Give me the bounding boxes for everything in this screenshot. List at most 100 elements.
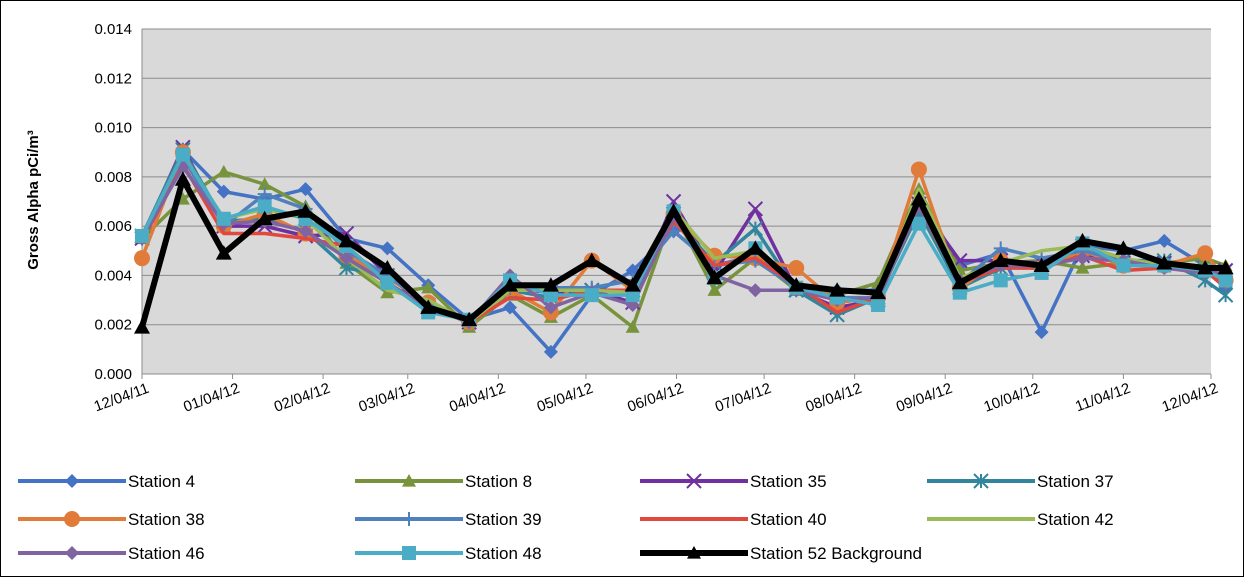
legend-marker — [402, 512, 416, 526]
data-point — [993, 273, 1008, 288]
y-tick-label: 0.000 — [94, 366, 132, 383]
y-tick-label: 0.014 — [94, 21, 132, 38]
legend-item: Station 35 — [640, 472, 827, 491]
y-tick-label: 0.010 — [94, 120, 132, 137]
data-point — [503, 300, 518, 315]
data-point — [339, 251, 354, 266]
legend-label: Station 37 — [1037, 472, 1114, 491]
data-point — [420, 299, 437, 314]
data-point — [1074, 232, 1091, 248]
data-point — [1217, 287, 1234, 303]
data-point — [707, 283, 722, 296]
plot-background — [142, 29, 1211, 374]
legend-marker — [65, 474, 79, 488]
legend-item: Station 52 Background — [640, 544, 922, 563]
data-point — [257, 199, 272, 214]
legend-label: Station 4 — [128, 472, 195, 491]
data-point — [665, 203, 682, 218]
legend-label: Station 48 — [465, 544, 542, 563]
series-station-42 — [140, 152, 1226, 324]
legend-item: Station 42 — [927, 510, 1114, 529]
data-point — [380, 275, 395, 290]
data-point — [747, 201, 764, 217]
data-point — [1157, 233, 1172, 248]
series-line — [140, 152, 1226, 324]
data-point — [1156, 255, 1173, 270]
legend-marker — [65, 546, 79, 560]
data-point — [134, 319, 150, 334]
data-point — [911, 216, 926, 231]
data-point — [379, 260, 396, 275]
y-tick-label: 0.004 — [94, 267, 132, 284]
data-point — [1075, 251, 1090, 266]
legend-item: Station 37 — [927, 472, 1114, 491]
y-tick-label: 0.012 — [94, 70, 132, 87]
data-point — [461, 311, 478, 327]
legend: Station 4 Station 8 Station 35 Station 37 St… — [18, 472, 1114, 563]
data-point — [380, 241, 395, 256]
legend-label: Station 8 — [465, 472, 532, 491]
legend-label: Station 35 — [750, 472, 827, 491]
data-point — [747, 240, 764, 255]
data-point — [584, 288, 599, 303]
data-point — [135, 229, 149, 243]
legend-label: Station 46 — [128, 544, 205, 563]
data-point — [910, 161, 927, 178]
legend-item: Station 40 — [640, 510, 827, 529]
data-point — [543, 344, 558, 359]
data-point — [871, 298, 886, 312]
data-point — [706, 269, 723, 285]
legend-marker — [402, 546, 416, 560]
series-station-52-background — [134, 171, 1234, 334]
data-point — [216, 184, 231, 199]
data-point — [788, 277, 805, 292]
legend-label: Station 52 Background — [750, 544, 922, 563]
y-axis-label: Gross Alpha pCi/m³ — [25, 130, 42, 269]
legend-marker — [973, 473, 989, 489]
legend-label: Station 39 — [465, 510, 542, 529]
data-point — [1217, 260, 1234, 275]
data-point — [624, 277, 641, 292]
data-point — [338, 232, 355, 248]
data-point — [829, 282, 846, 297]
legend-item: Station 39 — [355, 510, 542, 529]
data-point — [421, 280, 436, 294]
data-point — [257, 187, 272, 202]
data-point — [174, 171, 191, 186]
data-point — [747, 220, 764, 237]
data-point — [257, 177, 272, 190]
y-tick-label: 0.002 — [94, 317, 132, 334]
data-point — [1197, 260, 1214, 275]
legend-item: Station 4 — [18, 472, 195, 491]
data-point — [1115, 240, 1132, 255]
data-point — [1033, 257, 1050, 272]
data-point — [256, 210, 273, 226]
data-point — [910, 191, 927, 206]
y-tick-label: 0.008 — [94, 169, 132, 186]
legend-item: Station 48 — [355, 544, 542, 563]
data-point — [502, 277, 519, 292]
data-point — [951, 274, 968, 290]
data-point — [215, 245, 232, 260]
data-point — [1218, 273, 1233, 288]
data-point — [1034, 325, 1049, 340]
data-point — [298, 182, 313, 197]
legend-label: Station 42 — [1037, 510, 1114, 529]
plot-layer: 0.000 0.002 0.004 0.006 0.008 0.010 0.012 0.014… — [92, 21, 1234, 416]
data-point — [1075, 261, 1090, 274]
legend-item: Station 46 — [18, 544, 205, 563]
data-point — [297, 203, 314, 218]
data-point — [543, 300, 558, 315]
legend-item: Station 38 — [18, 510, 205, 529]
data-point — [748, 283, 763, 298]
y-tick-label: 0.006 — [94, 218, 132, 235]
legend-label: Station 40 — [750, 510, 827, 529]
legend-marker — [686, 473, 702, 489]
data-point — [175, 147, 190, 162]
data-point — [216, 211, 231, 226]
data-point — [992, 252, 1009, 268]
data-point — [1116, 258, 1131, 273]
data-point — [542, 277, 559, 292]
